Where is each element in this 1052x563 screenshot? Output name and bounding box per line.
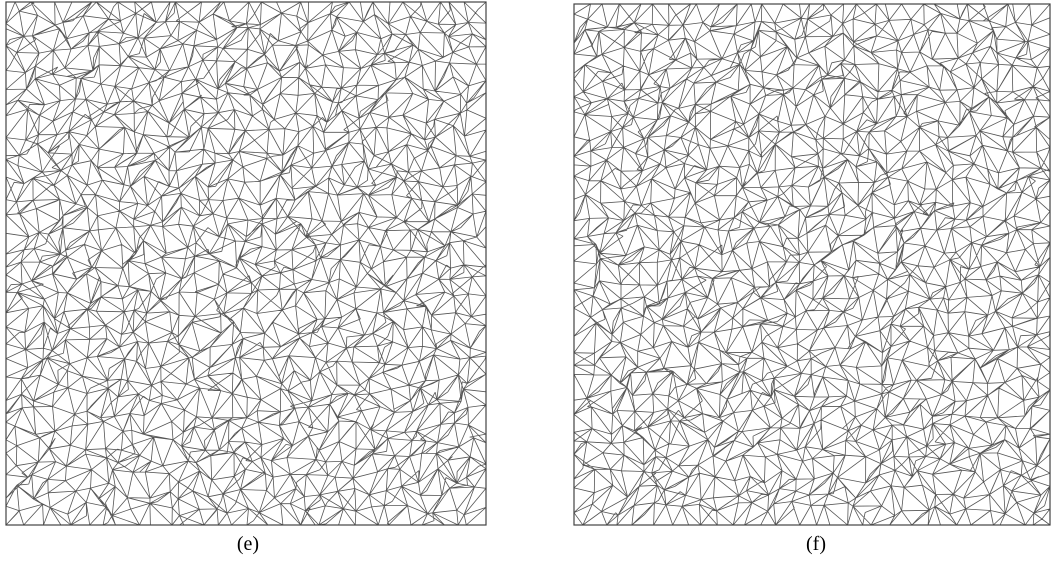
mesh-edges bbox=[573, 3, 1051, 526]
panel-caption-e: (e) bbox=[236, 533, 260, 555]
triangulation-mesh-f bbox=[570, 0, 1052, 530]
mesh-panel-e bbox=[0, 0, 490, 530]
triangulation-mesh-e bbox=[0, 0, 490, 530]
mesh-frame bbox=[5, 1, 487, 526]
mesh-frame bbox=[573, 3, 1051, 526]
mesh-panel-f bbox=[570, 0, 1052, 530]
panel-caption-f: (f) bbox=[806, 533, 826, 555]
mesh-edges bbox=[5, 1, 487, 526]
